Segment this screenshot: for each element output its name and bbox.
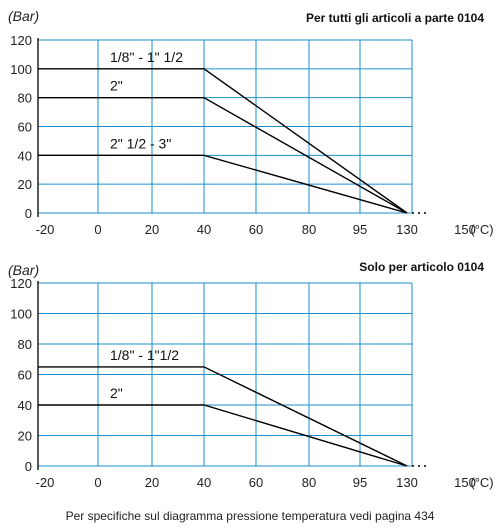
x-tick-label: -20 xyxy=(36,475,55,490)
series-label: 1/8" - 1" 1/2 xyxy=(110,49,183,65)
x-tick-label: 20 xyxy=(145,222,159,237)
x-tick-label: 130 xyxy=(396,475,418,490)
series-label: 2" 1/2 - 3" xyxy=(110,135,171,151)
chart-title: Per tutti gli articoli a parte 0104 xyxy=(306,11,484,25)
series-line xyxy=(38,154,408,214)
x-axis-unit: (°C) xyxy=(470,475,493,490)
y-tick-label: 60 xyxy=(18,368,32,383)
chart-grid xyxy=(37,282,413,467)
x-tick-label: -20 xyxy=(36,222,55,237)
series-label: 1/8" - 1"1/2 xyxy=(110,347,179,363)
x-axis-unit: (°C) xyxy=(470,222,493,237)
y-tick-label: 20 xyxy=(18,177,32,192)
y-tick-label: 120 xyxy=(10,33,32,48)
x-tick-label: 95 xyxy=(353,475,367,490)
series-label: 2" xyxy=(110,78,123,94)
x-tick-label: 0 xyxy=(94,222,101,237)
x-tick-label: 150 xyxy=(454,222,476,237)
x-tick-label: 20 xyxy=(145,475,159,490)
x-tick-label: 40 xyxy=(197,475,211,490)
y-tick-label: 100 xyxy=(10,62,32,77)
series-label: 2" xyxy=(110,385,123,401)
y-tick-label: 120 xyxy=(10,276,32,291)
chart-2: 0 20 40 60 80 100 120 -20 0 20 40 60 80 95 130 150(°C) (… xyxy=(8,260,494,490)
x-tick-label: 60 xyxy=(249,475,263,490)
x-tick-label: 80 xyxy=(302,475,316,490)
y-axis-unit: (Bar) xyxy=(8,8,39,24)
series-line xyxy=(38,68,408,214)
y-tick-label: 0 xyxy=(25,206,32,221)
x-tick-label: 80 xyxy=(302,222,316,237)
x-tick-label: 60 xyxy=(249,222,263,237)
series-line xyxy=(38,366,408,467)
y-tick-label: 80 xyxy=(18,91,32,106)
series-line xyxy=(38,404,408,467)
footer-note: Per specifiche sul diagramma pressione t… xyxy=(66,509,435,523)
y-tick-label: 80 xyxy=(18,337,32,352)
y-tick-label: 40 xyxy=(18,398,32,413)
series-line xyxy=(38,96,408,214)
y-tick-label: 0 xyxy=(25,459,32,474)
x-tick-label: 150 xyxy=(454,475,476,490)
chart-grid xyxy=(37,39,413,214)
x-tick-label: 40 xyxy=(197,222,211,237)
y-tick-label: 40 xyxy=(18,148,32,163)
chart-1: 0 20 40 60 80 100 120 -20 0 20 40 60 80 95 130 150(°C) (… xyxy=(8,8,494,237)
y-axis-unit: (Bar) xyxy=(8,262,39,278)
x-tick-label: 0 xyxy=(94,475,101,490)
chart-title: Solo per articolo 0104 xyxy=(359,260,484,274)
x-tick-label: 95 xyxy=(353,222,367,237)
y-tick-label: 100 xyxy=(10,307,32,322)
x-tick-label: 130 xyxy=(396,222,418,237)
y-tick-label: 20 xyxy=(18,429,32,444)
y-tick-label: 60 xyxy=(18,120,32,135)
